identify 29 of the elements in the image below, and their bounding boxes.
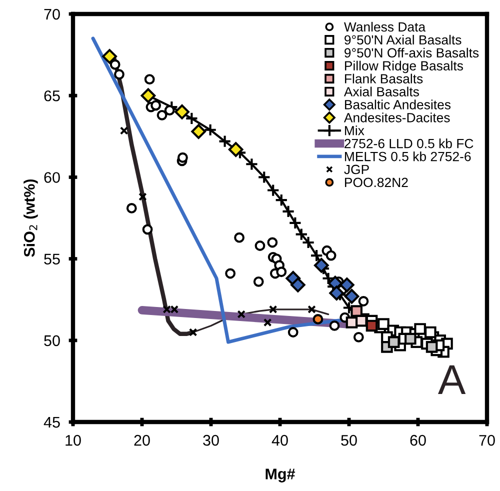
legend-label: JGP xyxy=(344,164,369,174)
y-tick-label: 70 xyxy=(44,8,60,20)
y-tick-label: 50 xyxy=(44,335,60,346)
x-tick-label: 10 xyxy=(66,434,81,446)
legend-label: Pillow Ridge Basalts xyxy=(345,60,463,74)
x-axis-title: Mg# xyxy=(266,468,296,482)
legend-label: Andesites-Dacites xyxy=(344,112,450,122)
legend-label: 2752-6 LLD 0.5 kb FC xyxy=(344,138,474,148)
x-tick-label: 40 xyxy=(272,434,288,446)
legend-label: Wanless Data xyxy=(344,22,426,32)
y-tick-label: 55 xyxy=(44,254,60,264)
legend-label: Axial Basalts xyxy=(344,86,419,96)
y-tick-label: 60 xyxy=(44,172,60,183)
x-tick-label: 50 xyxy=(341,434,357,446)
x-tick-label: 20 xyxy=(134,434,150,446)
x-tick-label: 70 xyxy=(479,434,495,446)
x-tick-label: 30 xyxy=(203,434,219,446)
x-tick-label: 60 xyxy=(410,434,426,446)
legend-label: Mix xyxy=(345,126,364,136)
legend-label: 9°50'N Axial Basalts xyxy=(344,34,462,45)
legend-label: 9°50'N Off-axis Basalts xyxy=(344,48,479,58)
legend-label: MELTS 0.5 kb 2752-6 xyxy=(345,152,471,162)
annotation: A xyxy=(438,365,466,394)
legend-label: Basaltic Andesites xyxy=(345,100,451,110)
y-tick-label: 45 xyxy=(44,417,60,428)
y-tick-label: 65 xyxy=(44,90,60,102)
legend-label: POO.82N2 xyxy=(345,178,408,188)
y-axis-title: SiO$_{2}$ (wt%) xyxy=(24,179,38,257)
legend-label: Flank Basalts xyxy=(345,74,423,84)
